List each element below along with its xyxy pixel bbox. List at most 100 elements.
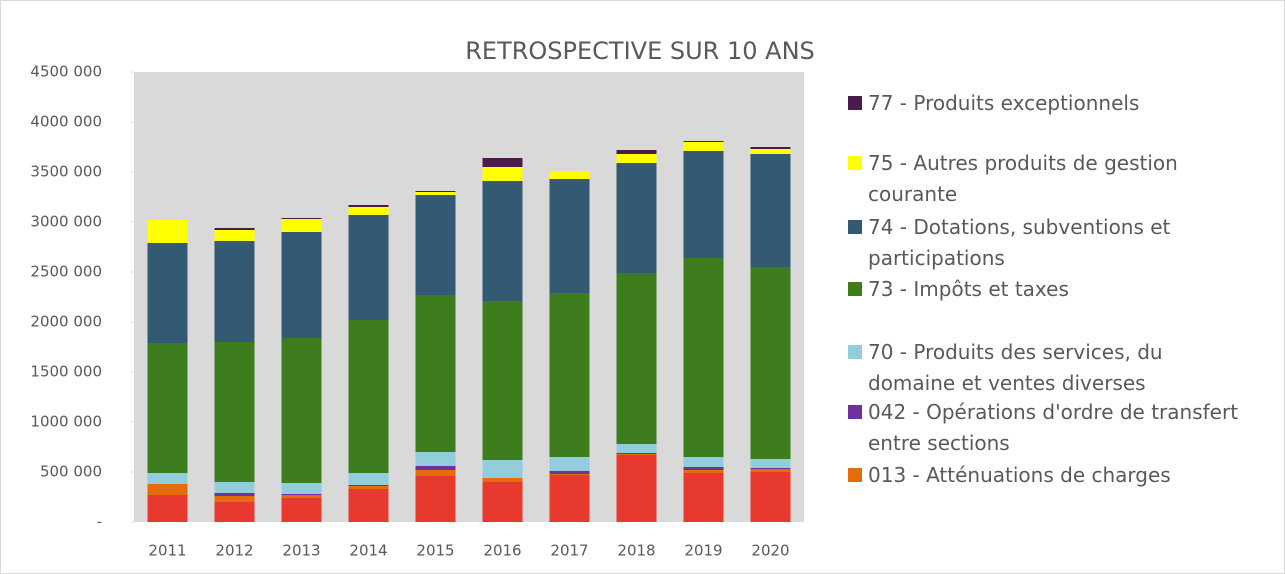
legend-label: 74 - Dotations, subventions et participa… [868,215,1171,270]
legend-swatch [848,156,862,170]
bar-segment [549,474,590,475]
bar-segment [415,295,456,452]
bar-segment [616,444,657,453]
bar-segment [482,181,523,301]
legend-item: 70 - Produits des services, du domaine e… [848,337,1248,399]
legend-label: 70 - Produits des services, du domaine e… [868,340,1163,395]
legend-swatch [848,405,862,419]
bar-segment [415,195,456,295]
legend-item: 77 - Produits exceptionnels [848,88,1248,119]
bar-segment [415,192,456,195]
y-tick-label: - [97,513,102,531]
bar-segment [683,473,724,522]
bar-segment [415,452,456,466]
bar-segment [281,495,322,498]
bar-segment [281,483,322,494]
bar-segment [750,149,791,154]
y-tick-label: 1000 000 [30,413,102,431]
legend-label: 75 - Autres produits de gestion courante [868,151,1178,206]
bar-segment [750,267,791,459]
bar-segment [415,476,456,522]
legend-item: 73 - Impôts et taxes [848,274,1248,305]
bar-segment [683,141,724,142]
bar-segment [147,484,188,495]
bar-segment [549,171,590,179]
bar-segment [147,343,188,473]
bar-segment [281,338,322,483]
bar-segment [348,489,389,522]
bar-segment [482,482,523,522]
x-tick-label: 2016 [483,542,521,560]
bar-segment [750,147,791,149]
legend-swatch [848,345,862,359]
bar-segment [214,502,255,522]
bar-segment [348,486,389,489]
y-tick-label: 500 000 [40,463,102,481]
y-tick-label: 2000 000 [30,313,102,331]
bar-segment [616,150,657,154]
bar-segment [549,179,590,293]
bar-segment [281,219,322,232]
bar-segment [348,320,389,473]
legend-item: 75 - Autres produits de gestion courante [848,148,1248,210]
bar-segment [683,142,724,151]
bar-segment [147,495,188,522]
bar-segment [482,478,523,482]
bar-segment [616,163,657,273]
x-tick-label: 2015 [416,542,454,560]
bar-segment [616,455,657,522]
x-tick-label: 2019 [684,542,722,560]
bar-segment [348,485,389,486]
bar-segment [683,467,724,470]
bar-segment [415,191,456,192]
legend-label: 042 - Opérations d'ordre de transfert en… [868,400,1239,455]
y-tick-label: 2500 000 [30,263,102,281]
bar-segment [482,460,523,478]
x-tick-label: 2012 [215,542,253,560]
bar-segment [214,342,255,482]
legend-swatch [848,282,862,296]
bar-segment [750,472,791,522]
legend-item: 013 - Atténuations de charges [848,460,1248,491]
bar-segment [482,301,523,460]
bar-segment [348,473,389,485]
bar-segment [616,453,657,454]
bar-segment [415,470,456,476]
legend-label: 77 - Produits exceptionnels [868,91,1140,115]
x-tick-label: 2018 [617,542,655,560]
x-tick-label: 2013 [282,542,320,560]
bar-segment [549,457,590,471]
bar-segment [147,473,188,484]
bar-segment [549,293,590,457]
legend-swatch [848,468,862,482]
bar-segment [147,243,188,343]
bar-segment [549,475,590,522]
bar-segment [616,273,657,444]
legend-label: 013 - Atténuations de charges [868,463,1171,487]
y-tick-label: 3500 000 [30,163,102,181]
legend-swatch [848,96,862,110]
legend-item: 74 - Dotations, subventions et participa… [848,212,1248,274]
x-tick-label: 2014 [349,542,387,560]
x-tick-label: 2011 [148,542,186,560]
bar-segment [750,469,791,472]
bar-segment [281,218,322,219]
legend-swatch [848,220,862,234]
bar-segment [214,230,255,241]
legend-item: 042 - Opérations d'ordre de transfert en… [848,397,1248,459]
bar-segment [281,232,322,338]
bar-segment [750,154,791,267]
bar-segment [549,471,590,474]
bar-segment [214,496,255,502]
y-tick-label: 4000 000 [30,113,102,131]
bar-segment [683,258,724,457]
bar-segment [147,220,188,243]
bar-segment [683,470,724,473]
bar-segment [616,454,657,455]
bar-segment [683,457,724,467]
legend-label: 73 - Impôts et taxes [868,277,1069,301]
bar-segment [214,493,255,496]
bar-segment [683,151,724,258]
